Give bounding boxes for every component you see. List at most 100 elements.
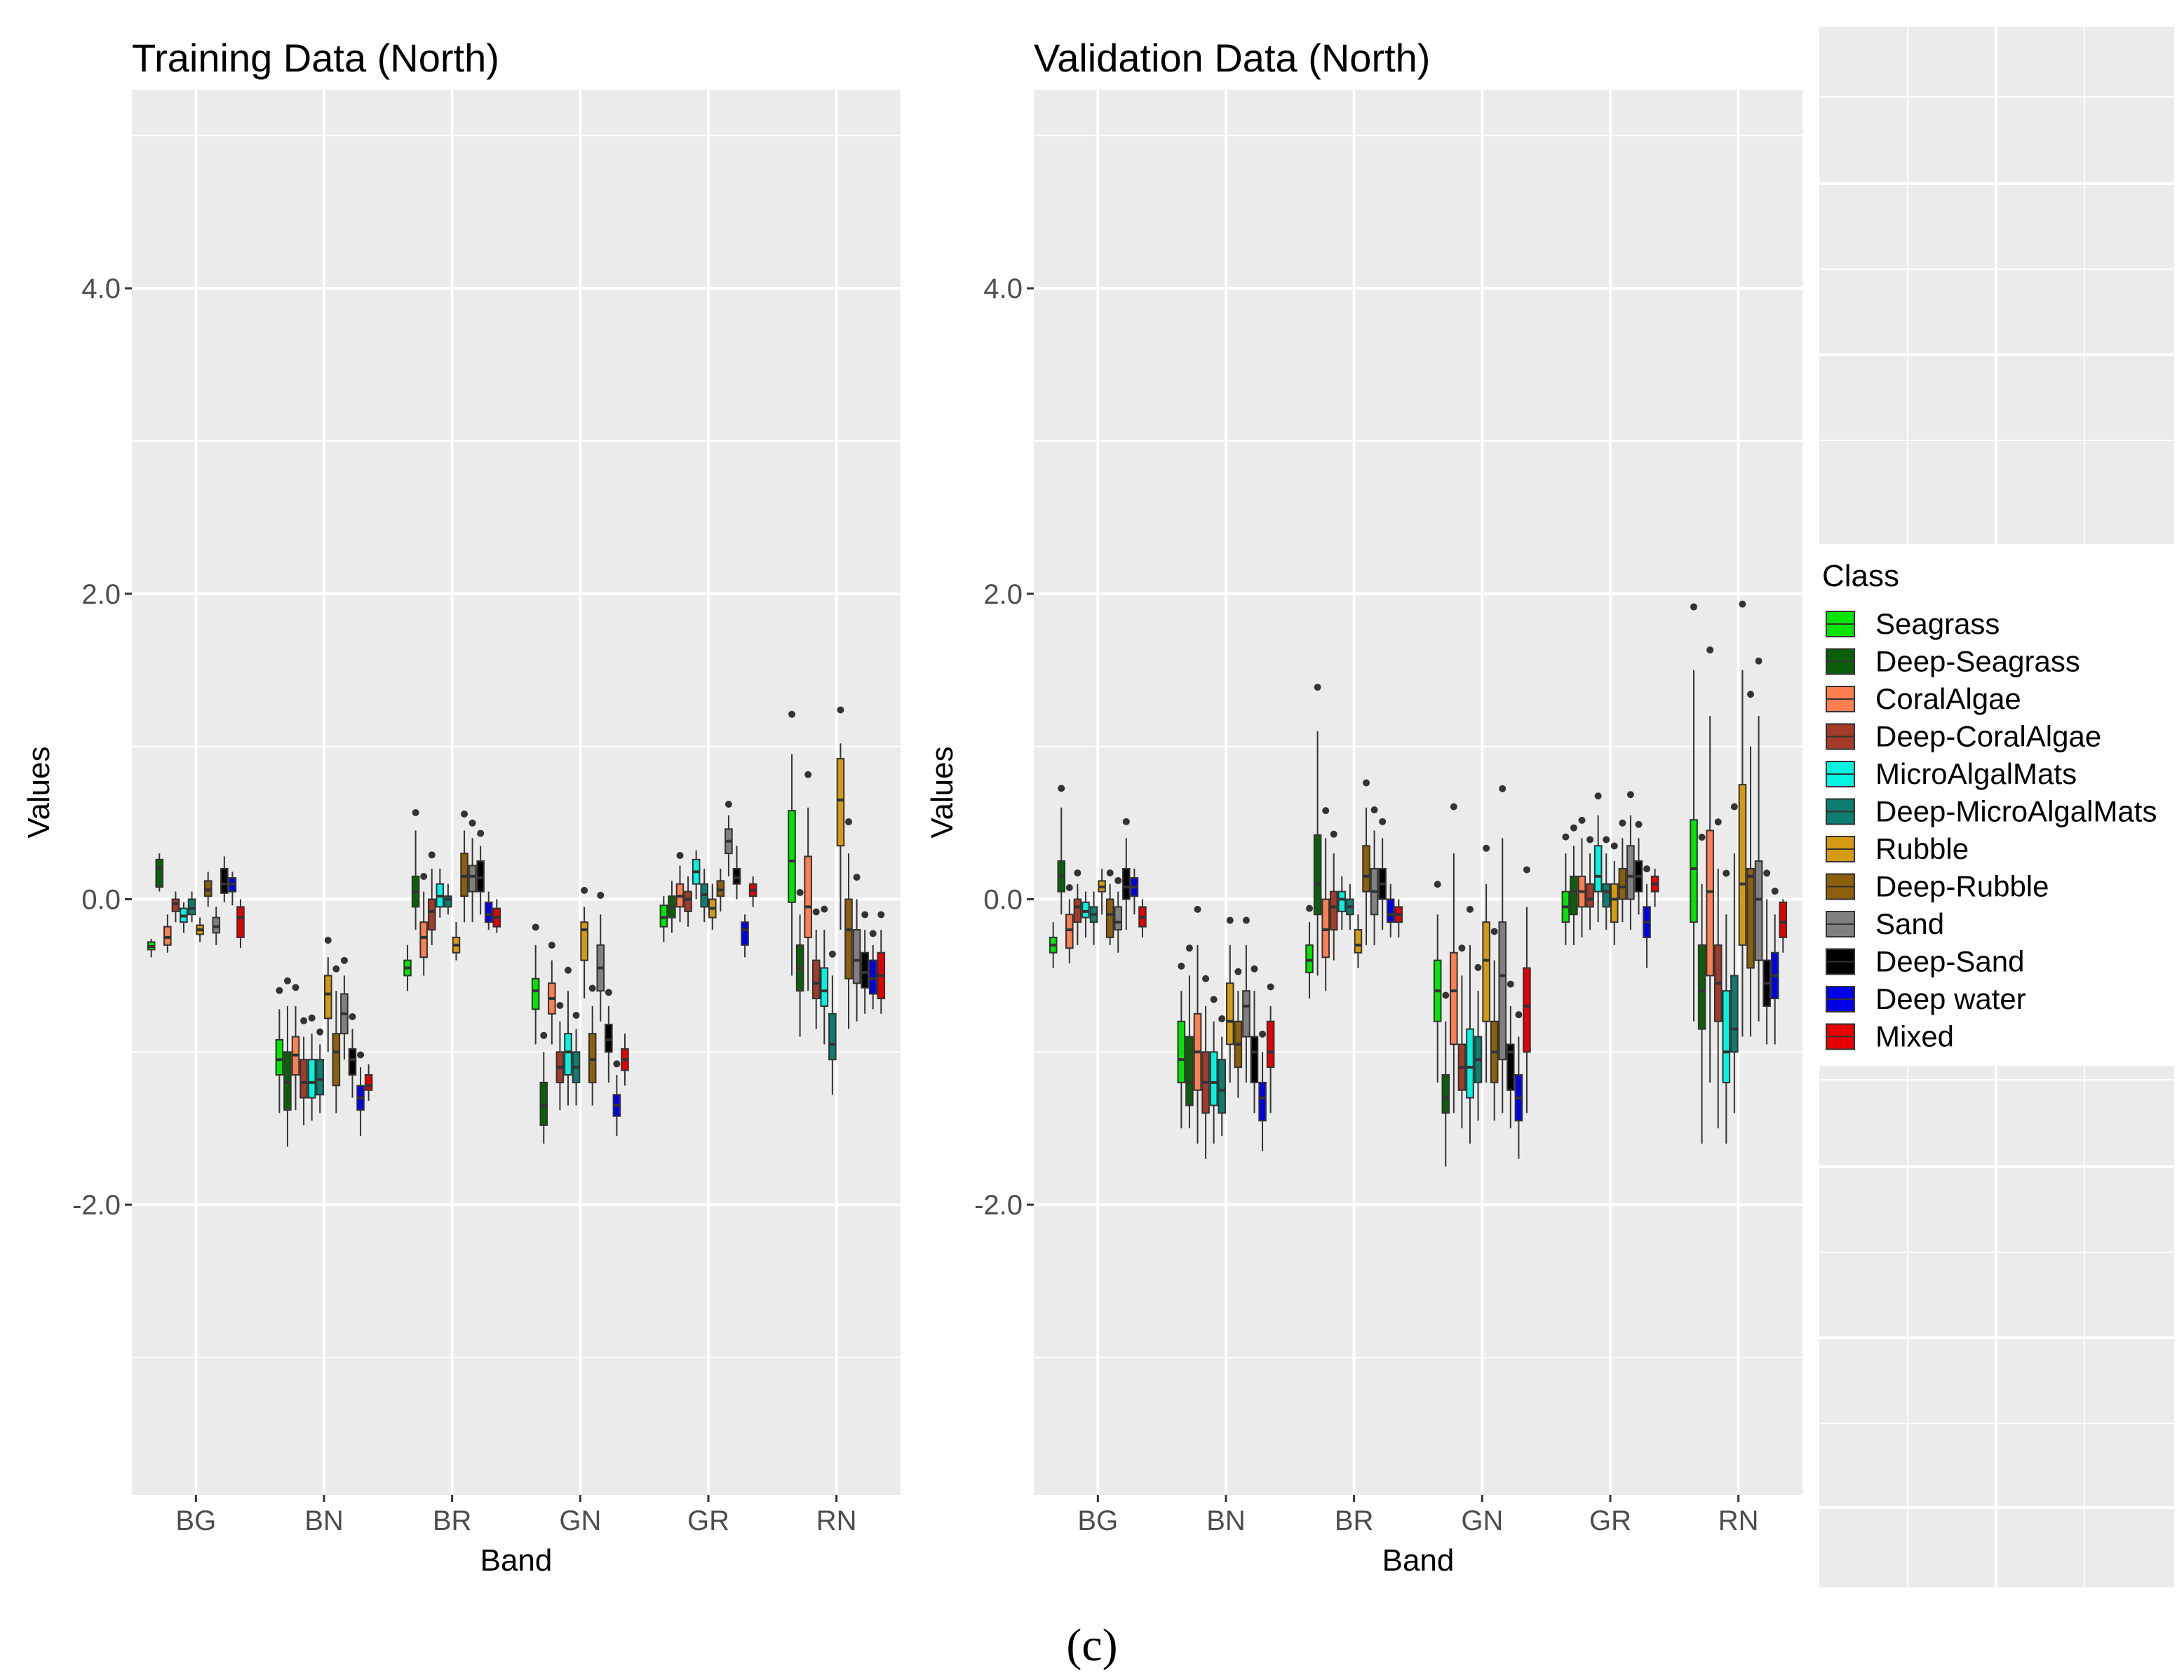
box-sand (1114, 906, 1123, 931)
box-deep-sand (605, 1024, 613, 1053)
training-box-marks (147, 743, 886, 1147)
x-tick-label: BR (1335, 1505, 1374, 1536)
box-deep-coralalgae (684, 890, 692, 912)
outlier-point (1322, 807, 1330, 815)
outlier-point (1330, 830, 1337, 838)
box-deep-water (1386, 898, 1395, 923)
y-tick-label: 0.0 (81, 884, 121, 915)
outlier-point (877, 911, 885, 919)
outlier-point (1706, 646, 1714, 653)
box-microalgalmats (307, 1059, 316, 1099)
outlier-point (1442, 991, 1450, 999)
box-deep-sand (861, 951, 869, 989)
box-coralalgae (1065, 914, 1074, 949)
box-deep-coralalgae (1073, 898, 1082, 923)
outlier-point (1210, 996, 1218, 1003)
box-deep-rubble (1746, 867, 1755, 969)
legend: Class Seagrass Deep-Seagrass CoralAlgae Dee… (1822, 559, 2157, 1053)
box-deep-water (741, 921, 749, 946)
outlier-point (1499, 785, 1506, 792)
box-deep-microalgalmats (1730, 975, 1739, 1053)
outlier-point (1267, 983, 1274, 991)
box-deep-seagrass (1441, 1073, 1450, 1114)
box-deep-microalgalmats (828, 1012, 837, 1061)
outlier-point (1466, 905, 1474, 913)
outlier-point (357, 1051, 365, 1059)
outlier-point (1626, 791, 1634, 799)
legend-label: Deep water (1875, 982, 2026, 1015)
box-deep-sand (476, 860, 485, 893)
outlier-point (845, 818, 853, 826)
outlier-point (349, 1012, 356, 1020)
outlier-point (1490, 928, 1498, 935)
outlier-point (613, 1060, 621, 1068)
box-microalgalmats (1722, 990, 1731, 1083)
y-tick-label: 4.0 (81, 273, 121, 304)
outlier-point (861, 911, 869, 919)
outlier-point (292, 984, 299, 991)
box-microalgalmats (1081, 901, 1090, 919)
outlier-point (1306, 905, 1314, 912)
validation-axes: -2.0 0.0 2.0 4.0 BG BN BR GN GR RN (974, 273, 1758, 1536)
outlier-point (1314, 684, 1321, 691)
box-seagrass (1177, 1020, 1186, 1083)
box-deep-sand (348, 1048, 357, 1076)
box-rubble (324, 975, 332, 1019)
outlier-point (1194, 905, 1201, 913)
legend-label: Deep-Seagrass (1875, 645, 2080, 678)
outlier-point (532, 923, 539, 931)
outlier-point (1065, 884, 1073, 892)
outlier-point (1379, 818, 1387, 825)
outlier-point (1363, 779, 1370, 787)
box-rubble (836, 758, 845, 847)
outlier-point (1643, 865, 1651, 873)
outlier-point (420, 873, 428, 881)
outlier-point (1458, 944, 1466, 952)
box-sand (212, 916, 221, 934)
outlier-point (340, 956, 348, 964)
box-deep-rubble (203, 880, 213, 897)
y-tick-label: 2.0 (81, 579, 121, 610)
box-deep-rubble (1105, 898, 1114, 938)
box-deep-sand (1506, 1043, 1515, 1091)
box-mixed (1266, 1020, 1275, 1069)
legend-label: Rubble (1875, 832, 1969, 865)
box-mixed (1523, 967, 1531, 1053)
outlier-point (869, 930, 877, 937)
box-deep-rubble (332, 1033, 341, 1087)
outlier-point (821, 905, 828, 913)
outlier-point (788, 710, 796, 718)
legend-label: Deep-MicroAlgalMats (1875, 795, 2157, 828)
legend-label: Deep-CoralAlgae (1875, 720, 2101, 753)
legend-label: Deep-Rubble (1875, 870, 2049, 903)
box-deep-rubble (588, 1033, 597, 1083)
outlier-point (428, 851, 436, 859)
box-sand (852, 929, 861, 984)
box-sand (1626, 845, 1635, 900)
outlier-point (804, 771, 812, 778)
outlier-point (597, 891, 605, 899)
outlier-point (581, 886, 588, 894)
box-rubble (1610, 883, 1619, 923)
outlier-point (837, 706, 844, 714)
box-deep-coralalgae (1329, 890, 1338, 931)
x-tick-label: GN (559, 1505, 601, 1536)
box-microalgalmats (820, 967, 829, 1007)
training-x-axis-label: Band (480, 1543, 553, 1578)
outlier-point (332, 965, 340, 973)
box-deep-water (868, 959, 877, 995)
outlier-point (1259, 1030, 1267, 1038)
outlier-point (324, 936, 332, 944)
side-tiles (1819, 27, 2174, 1587)
box-deep-seagrass (1185, 1036, 1194, 1106)
outlier-point (676, 852, 684, 860)
outlier-point (1178, 962, 1185, 970)
y-tick-label: 4.0 (983, 273, 1023, 304)
outlier-point (308, 1014, 316, 1022)
legend-label: Seagrass (1875, 607, 2000, 640)
outlier-point (1251, 965, 1258, 973)
validation-outliers (1058, 600, 1779, 1038)
box-deep-seagrass (539, 1081, 548, 1126)
box-sand (1754, 860, 1763, 961)
outlier-point (1586, 836, 1594, 844)
